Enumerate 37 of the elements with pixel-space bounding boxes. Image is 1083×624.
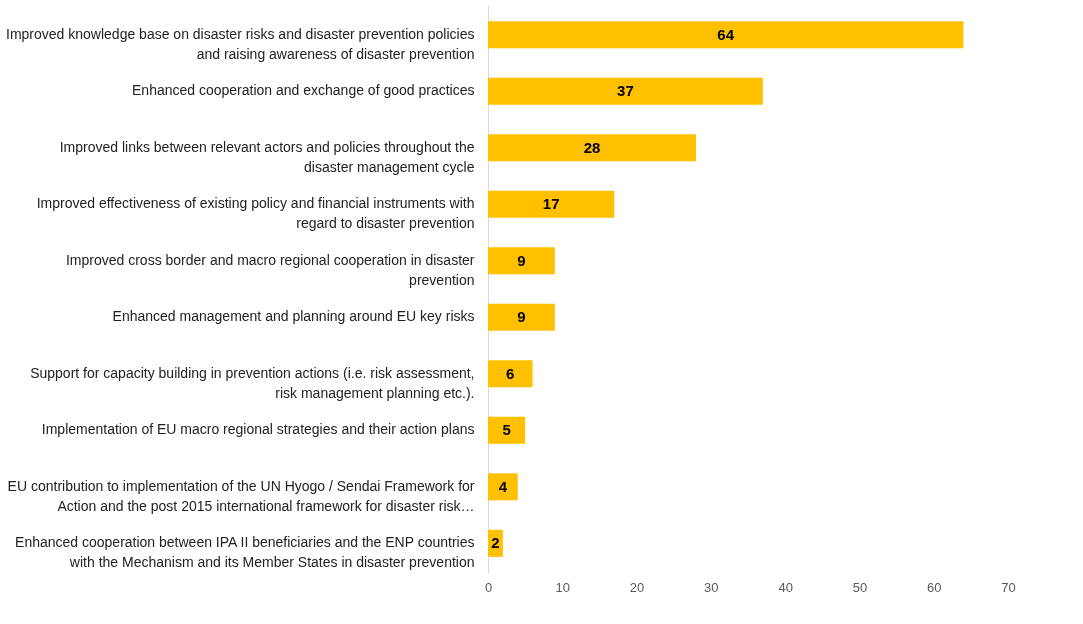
x-tick-label: 50 — [852, 579, 868, 595]
y-tick-label: EU contribution to implementation of the UN Hyogo / Sendai Framework for Action and the post 2015 international framework for disaster risk… — [7, 477, 475, 514]
data-label: 28 — [583, 138, 601, 156]
y-tick-label: Enhanced cooperation and exchange of good practices — [132, 82, 475, 99]
y-tick-label: Improved links between relevant actors and policies throughout the disaster management cycle — [59, 138, 475, 175]
bar — [488, 134, 696, 162]
bar — [488, 416, 526, 444]
bar — [488, 473, 518, 501]
bar — [488, 303, 555, 331]
y-tick-label: Enhanced cooperation between IPA II beneficiaries and the ENP countries with the Mechanism and its Member States in disaster prevention — [15, 534, 475, 571]
bar — [488, 247, 555, 275]
data-label: 2 — [491, 534, 500, 552]
x-tick-label: 70 — [1001, 579, 1016, 595]
bar — [488, 360, 533, 388]
y-tick-label: Implementation of EU macro regional strategies and their action plans — [41, 421, 475, 438]
y-tick-label: Improved effectiveness of existing policy and financial instruments with regard to disaster prevention — [36, 195, 475, 232]
y-tick-label: Support for capacity building in prevention actions (i.e. risk assessment, risk management planning etc.). — [30, 364, 475, 401]
data-label: 9 — [517, 308, 526, 326]
bar — [488, 21, 964, 49]
bar — [488, 77, 763, 105]
x-tick-label: 0 — [484, 579, 493, 595]
data-label: 4 — [498, 477, 508, 495]
y-tick-label: Enhanced management and planning around EU key risks — [112, 308, 475, 325]
data-label: 37 — [617, 82, 634, 100]
bar — [488, 190, 615, 218]
x-tick-label: 60 — [926, 579, 942, 595]
y-tick-label: Improved cross border and macro regional cooperation in disaster prevention — [65, 251, 475, 288]
data-label: 9 — [517, 251, 526, 269]
data-label: 64 — [717, 25, 735, 43]
data-label: 17 — [542, 195, 560, 213]
x-tick-label: 40 — [778, 579, 793, 595]
data-label: 5 — [502, 421, 511, 439]
x-tick-label: 20 — [629, 579, 645, 595]
y-tick-label: Improved knowledge base on disaster risks and disaster prevention policies and raising awareness of disaster prevention — [6, 25, 475, 62]
x-tick-label: 10 — [555, 579, 571, 595]
data-label: 6 — [506, 364, 515, 382]
x-tick-label: 30 — [704, 579, 719, 595]
